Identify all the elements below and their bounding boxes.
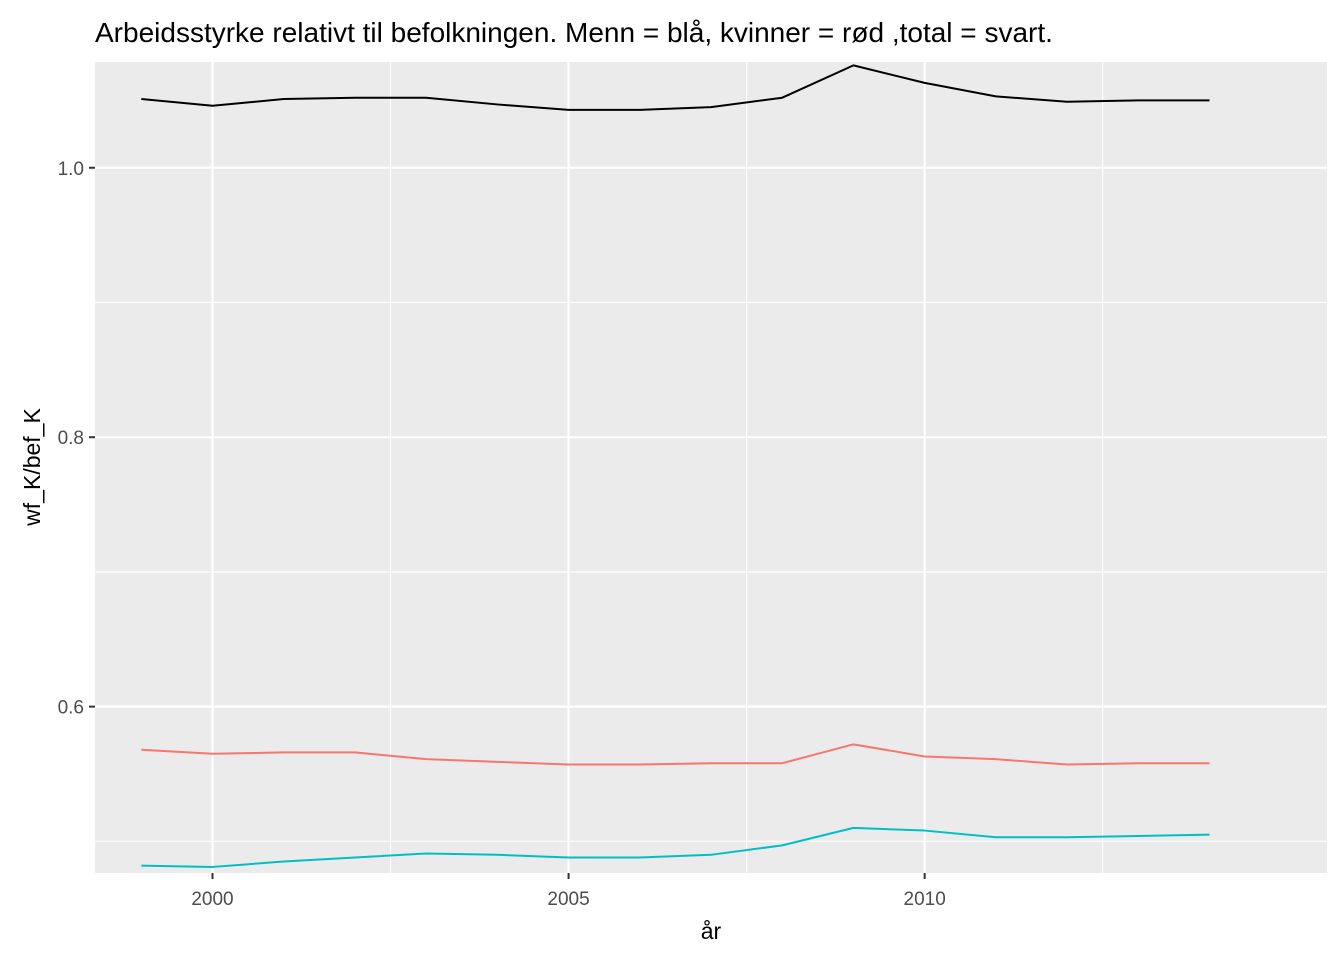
panel-background — [95, 62, 1327, 873]
y-axis-title: wf_K/bef_K — [19, 408, 45, 527]
x-axis: 2000 2005 2010 — [191, 873, 946, 910]
major-gridlines — [95, 62, 1327, 873]
x-axis-title: år — [701, 918, 722, 944]
y-tick-label: 1.0 — [58, 159, 84, 180]
series-lines — [141, 64, 1210, 868]
minor-gridlines — [95, 62, 1327, 873]
y-axis: 0.6 0.8 1.0 — [58, 159, 95, 719]
plot-panel — [95, 62, 1327, 873]
series-line-3 — [141, 826, 1210, 868]
x-tick-label: 2010 — [904, 889, 946, 910]
x-tick-label: 2000 — [191, 889, 233, 910]
y-tick-label: 0.6 — [58, 698, 84, 719]
x-tick-label: 2005 — [547, 889, 589, 910]
chart-title: Arbeidsstyrke relativt til befolkningen.… — [95, 17, 1053, 48]
series-line-1 — [141, 64, 1210, 111]
y-tick-label: 0.8 — [58, 428, 84, 449]
series-line-2 — [141, 743, 1210, 766]
